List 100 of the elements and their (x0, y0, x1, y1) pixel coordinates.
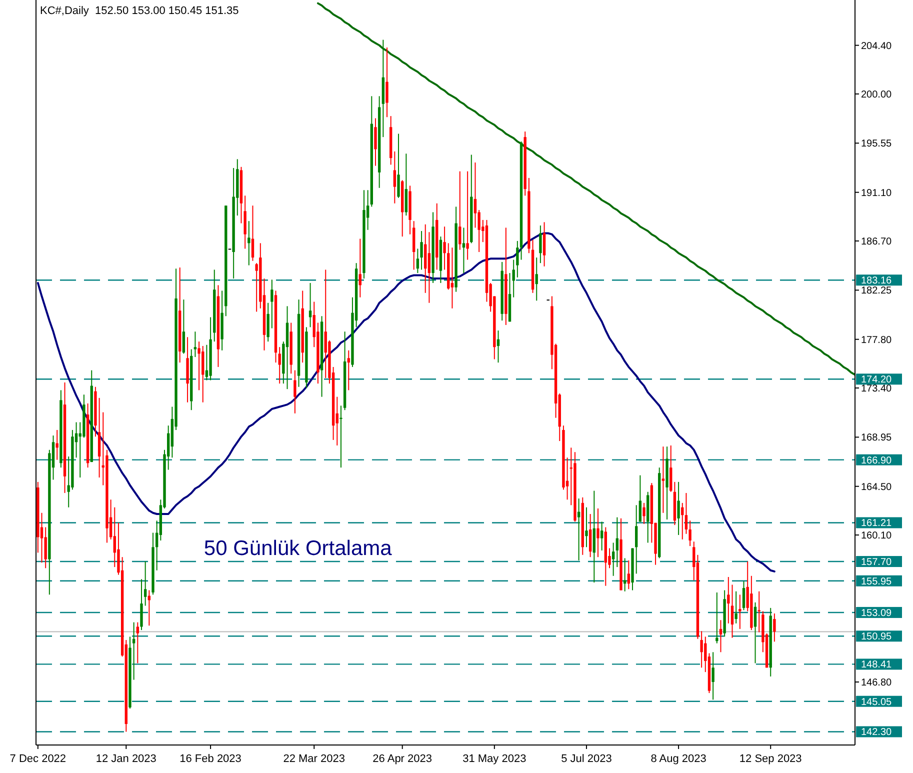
candlestick (516, 240, 519, 278)
candlestick (420, 230, 423, 270)
candlestick (474, 162, 477, 228)
candlestick (512, 259, 515, 298)
chart-title: KC#,Daily 152.50 153.00 150.45 151.35 (40, 5, 239, 17)
candlestick (627, 560, 630, 590)
x-tick-label: 12 Sep 2023 (739, 753, 802, 765)
candlestick (773, 612, 776, 642)
ref-line-label: 155.95 (861, 576, 892, 588)
candlestick (136, 622, 139, 664)
candlestick (386, 47, 388, 118)
y-tick-label: 195.55 (861, 138, 892, 150)
candlestick (684, 492, 688, 534)
candlestick (140, 578, 143, 631)
y-tick-label: 160.10 (861, 530, 892, 542)
candlestick (612, 542, 615, 576)
y-tick-label: 200.00 (861, 89, 892, 100)
ref-line-label: 174.20 (861, 374, 892, 386)
series-label: 50 Günlük Ortalama (204, 537, 392, 560)
candlestick (374, 118, 377, 166)
candlestick (677, 481, 680, 536)
candlestick (393, 150, 396, 204)
ref-line-label: 148.41 (861, 660, 892, 671)
ref-line-label: 183.16 (861, 276, 892, 287)
candlestick (202, 345, 204, 403)
candlestick (450, 247, 454, 309)
candlestick (496, 330, 500, 364)
x-tick-label: 26 Apr 2023 (372, 753, 432, 765)
candlestick (294, 370, 296, 414)
candlestick (266, 302, 270, 342)
candlestick (635, 504, 638, 574)
candlestick (535, 257, 538, 302)
candlestick (642, 502, 646, 524)
y-tick-label: 204.40 (861, 40, 892, 52)
y-tick-label: 191.10 (861, 188, 892, 199)
candlestick (758, 590, 760, 633)
candlestick (248, 220, 250, 266)
candlestick (754, 602, 757, 664)
candlestick (358, 238, 362, 298)
candlestick (347, 350, 350, 391)
line-series (36, 232, 776, 572)
candlestick (194, 331, 197, 358)
candlestick (688, 520, 692, 547)
candlestick (585, 506, 588, 548)
candlestick (662, 446, 665, 514)
candlestick (270, 279, 274, 329)
candlestick (638, 474, 642, 522)
candlestick (539, 224, 542, 264)
y-tick-label: 173.40 (861, 383, 892, 394)
ref-line-label: 166.90 (861, 455, 892, 466)
candlestick (397, 133, 400, 198)
candlestick (416, 248, 420, 274)
candlestick (144, 561, 147, 606)
ref-line-label: 142.30 (861, 727, 892, 738)
candlestick (734, 590, 738, 624)
ref-line-label: 145.05 (861, 696, 892, 708)
candlestick (730, 584, 734, 638)
candlestick (742, 580, 746, 611)
candlestick (712, 652, 714, 700)
candlestick (738, 594, 742, 630)
candlestick (443, 226, 446, 270)
x-tick-label: 16 Feb 2023 (180, 753, 242, 765)
candlestick (198, 341, 200, 391)
candlestick (588, 513, 592, 558)
y-tick-label: 186.70 (861, 236, 892, 248)
candlestick (308, 282, 312, 328)
candlestick (324, 269, 327, 379)
y-tick-label: 177.80 (861, 334, 892, 346)
y-tick-label: 168.95 (861, 432, 892, 444)
x-tick-label: 7 Dec 2022 (10, 753, 66, 765)
ref-line-label: 157.70 (861, 557, 892, 568)
candlestick (596, 508, 600, 558)
candlestick (616, 516, 619, 568)
x-tick-label: 5 Jul 2023 (561, 753, 612, 765)
x-tick-label: 8 Aug 2023 (650, 753, 706, 765)
candlestick (132, 622, 136, 680)
x-tick-label: 31 May 2023 (462, 753, 526, 765)
y-tick-label: 146.80 (861, 677, 892, 688)
candlestick (404, 153, 408, 216)
candlestick (542, 222, 546, 267)
candlestick (577, 498, 580, 561)
candlestick (56, 429, 58, 460)
candlestick (428, 232, 431, 304)
candlestick (466, 170, 469, 260)
ref-line-label: 153.09 (861, 608, 892, 619)
y-tick-label: 164.50 (861, 482, 892, 493)
candlestick (670, 444, 672, 492)
candlestick (700, 630, 703, 668)
candlestick (462, 227, 466, 274)
candlestick (600, 521, 604, 551)
x-tick-label: 12 Jan 2023 (96, 753, 156, 765)
line-series (316, 2, 855, 376)
candlestick (182, 299, 186, 354)
candlestick (681, 502, 684, 540)
candlestick (458, 170, 462, 250)
ref-line-label: 161.21 (861, 518, 892, 530)
candlestick (340, 405, 342, 468)
candlestick (719, 620, 722, 653)
candlestick (251, 205, 254, 262)
x-tick-label: 22 Mar 2023 (283, 753, 345, 765)
